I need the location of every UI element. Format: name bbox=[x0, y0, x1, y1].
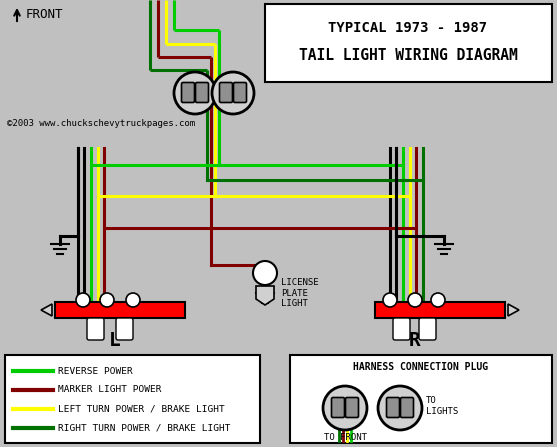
FancyBboxPatch shape bbox=[331, 397, 344, 417]
Text: L: L bbox=[109, 330, 121, 350]
FancyBboxPatch shape bbox=[387, 397, 399, 417]
FancyBboxPatch shape bbox=[393, 318, 410, 340]
Text: HARNESS CONNECTION PLUG: HARNESS CONNECTION PLUG bbox=[354, 362, 488, 372]
FancyBboxPatch shape bbox=[400, 397, 413, 417]
Circle shape bbox=[126, 293, 140, 307]
FancyBboxPatch shape bbox=[196, 83, 208, 102]
Bar bbox=[55, 302, 185, 318]
Circle shape bbox=[253, 261, 277, 285]
Text: R: R bbox=[409, 330, 421, 350]
Bar bbox=[375, 302, 505, 318]
Circle shape bbox=[378, 386, 422, 430]
Bar bbox=[5, 355, 260, 443]
Circle shape bbox=[383, 293, 397, 307]
Bar bbox=[265, 4, 552, 82]
Bar bbox=[290, 355, 552, 443]
Text: REVERSE POWER: REVERSE POWER bbox=[58, 367, 133, 375]
Text: TO
LIGHTS: TO LIGHTS bbox=[426, 396, 458, 416]
FancyBboxPatch shape bbox=[116, 318, 133, 340]
FancyBboxPatch shape bbox=[87, 318, 104, 340]
Polygon shape bbox=[41, 304, 52, 316]
FancyBboxPatch shape bbox=[182, 83, 194, 102]
Polygon shape bbox=[256, 286, 274, 305]
Circle shape bbox=[323, 386, 367, 430]
Text: LICENSE
PLATE
LIGHT: LICENSE PLATE LIGHT bbox=[281, 278, 319, 308]
Text: TO FRONT: TO FRONT bbox=[324, 433, 367, 442]
FancyBboxPatch shape bbox=[419, 318, 436, 340]
Circle shape bbox=[76, 293, 90, 307]
Text: ©2003 www.chuckschevytruckpages.com: ©2003 www.chuckschevytruckpages.com bbox=[7, 118, 195, 127]
Circle shape bbox=[212, 72, 254, 114]
FancyBboxPatch shape bbox=[219, 83, 232, 102]
Text: LEFT TURN POWER / BRAKE LIGHT: LEFT TURN POWER / BRAKE LIGHT bbox=[58, 405, 225, 413]
Text: FRONT: FRONT bbox=[26, 8, 63, 21]
Text: MARKER LIGHT POWER: MARKER LIGHT POWER bbox=[58, 385, 162, 395]
Circle shape bbox=[431, 293, 445, 307]
Text: RIGHT TURN POWER / BRAKE LIGHT: RIGHT TURN POWER / BRAKE LIGHT bbox=[58, 423, 231, 433]
FancyBboxPatch shape bbox=[233, 83, 247, 102]
Circle shape bbox=[174, 72, 216, 114]
Circle shape bbox=[100, 293, 114, 307]
Text: TYPICAL 1973 - 1987: TYPICAL 1973 - 1987 bbox=[329, 21, 487, 35]
Polygon shape bbox=[508, 304, 519, 316]
Text: TAIL LIGHT WIRING DIAGRAM: TAIL LIGHT WIRING DIAGRAM bbox=[299, 47, 517, 63]
Circle shape bbox=[408, 293, 422, 307]
FancyBboxPatch shape bbox=[345, 397, 359, 417]
